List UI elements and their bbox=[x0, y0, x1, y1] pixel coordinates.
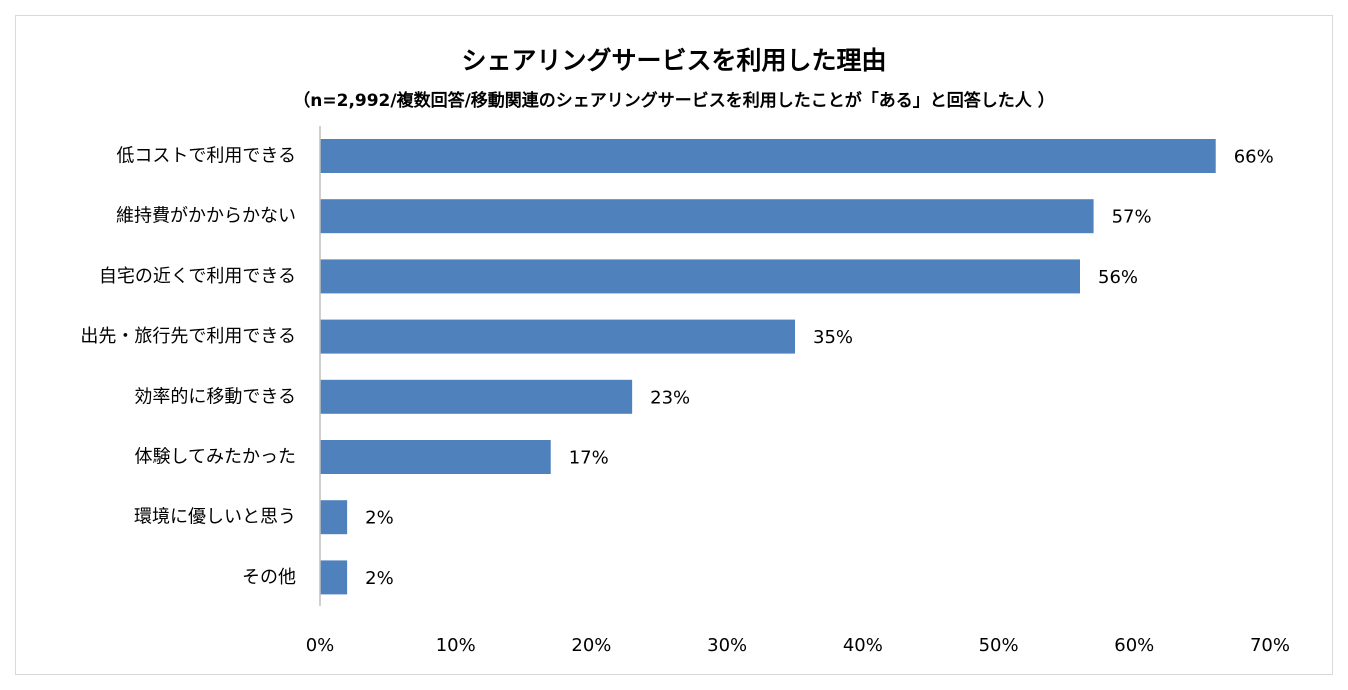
bar bbox=[320, 139, 1216, 173]
x-tick-label: 0% bbox=[306, 635, 335, 656]
category-label: 維持費がかからかない bbox=[116, 206, 296, 227]
x-tick-label: 70% bbox=[1250, 635, 1290, 656]
bar bbox=[320, 560, 348, 595]
category-label: 低コストで利用できる bbox=[116, 146, 296, 167]
category-label: その他 bbox=[242, 567, 296, 588]
x-tick-label: 50% bbox=[979, 635, 1019, 656]
bar bbox=[320, 259, 1080, 294]
bar bbox=[320, 199, 1094, 234]
value-label: 2% bbox=[365, 508, 394, 529]
value-label: 35% bbox=[813, 327, 853, 348]
chart-subtitle: （n=2,992/複数回答/移動関連のシェアリングサービスを利用したことが「ある… bbox=[293, 91, 1055, 111]
value-label: 56% bbox=[1098, 267, 1138, 288]
value-label: 23% bbox=[650, 387, 690, 408]
value-label: 66% bbox=[1234, 147, 1274, 168]
value-label: 17% bbox=[569, 448, 609, 469]
category-label: 効率的に移動できる bbox=[134, 386, 296, 407]
category-label: 体験してみたかった bbox=[135, 447, 296, 468]
value-label: 2% bbox=[365, 568, 394, 589]
category-label: 自宅の近くで利用できる bbox=[99, 266, 296, 287]
x-tick-label: 30% bbox=[707, 635, 747, 656]
category-label: 出先・旅行先で利用できる bbox=[80, 326, 296, 347]
x-tick-label: 40% bbox=[843, 635, 883, 656]
category-label: 環境に優しいと思う bbox=[134, 507, 296, 528]
x-tick-label: 10% bbox=[436, 635, 476, 656]
value-label: 57% bbox=[1112, 207, 1152, 228]
bar bbox=[320, 379, 633, 414]
bar bbox=[320, 440, 551, 474]
chart-title: シェアリングサービスを利用した理由 bbox=[461, 46, 887, 75]
labels-layer: 低コストで利用できる 66% 維持費がかからかない 57% 自宅の近くで利用できる 56%… bbox=[80, 146, 1290, 657]
bar bbox=[320, 319, 795, 354]
bars-layer bbox=[320, 139, 1216, 595]
bar bbox=[320, 500, 348, 535]
x-tick-label: 60% bbox=[1114, 635, 1154, 656]
x-tick-label: 20% bbox=[571, 635, 611, 656]
